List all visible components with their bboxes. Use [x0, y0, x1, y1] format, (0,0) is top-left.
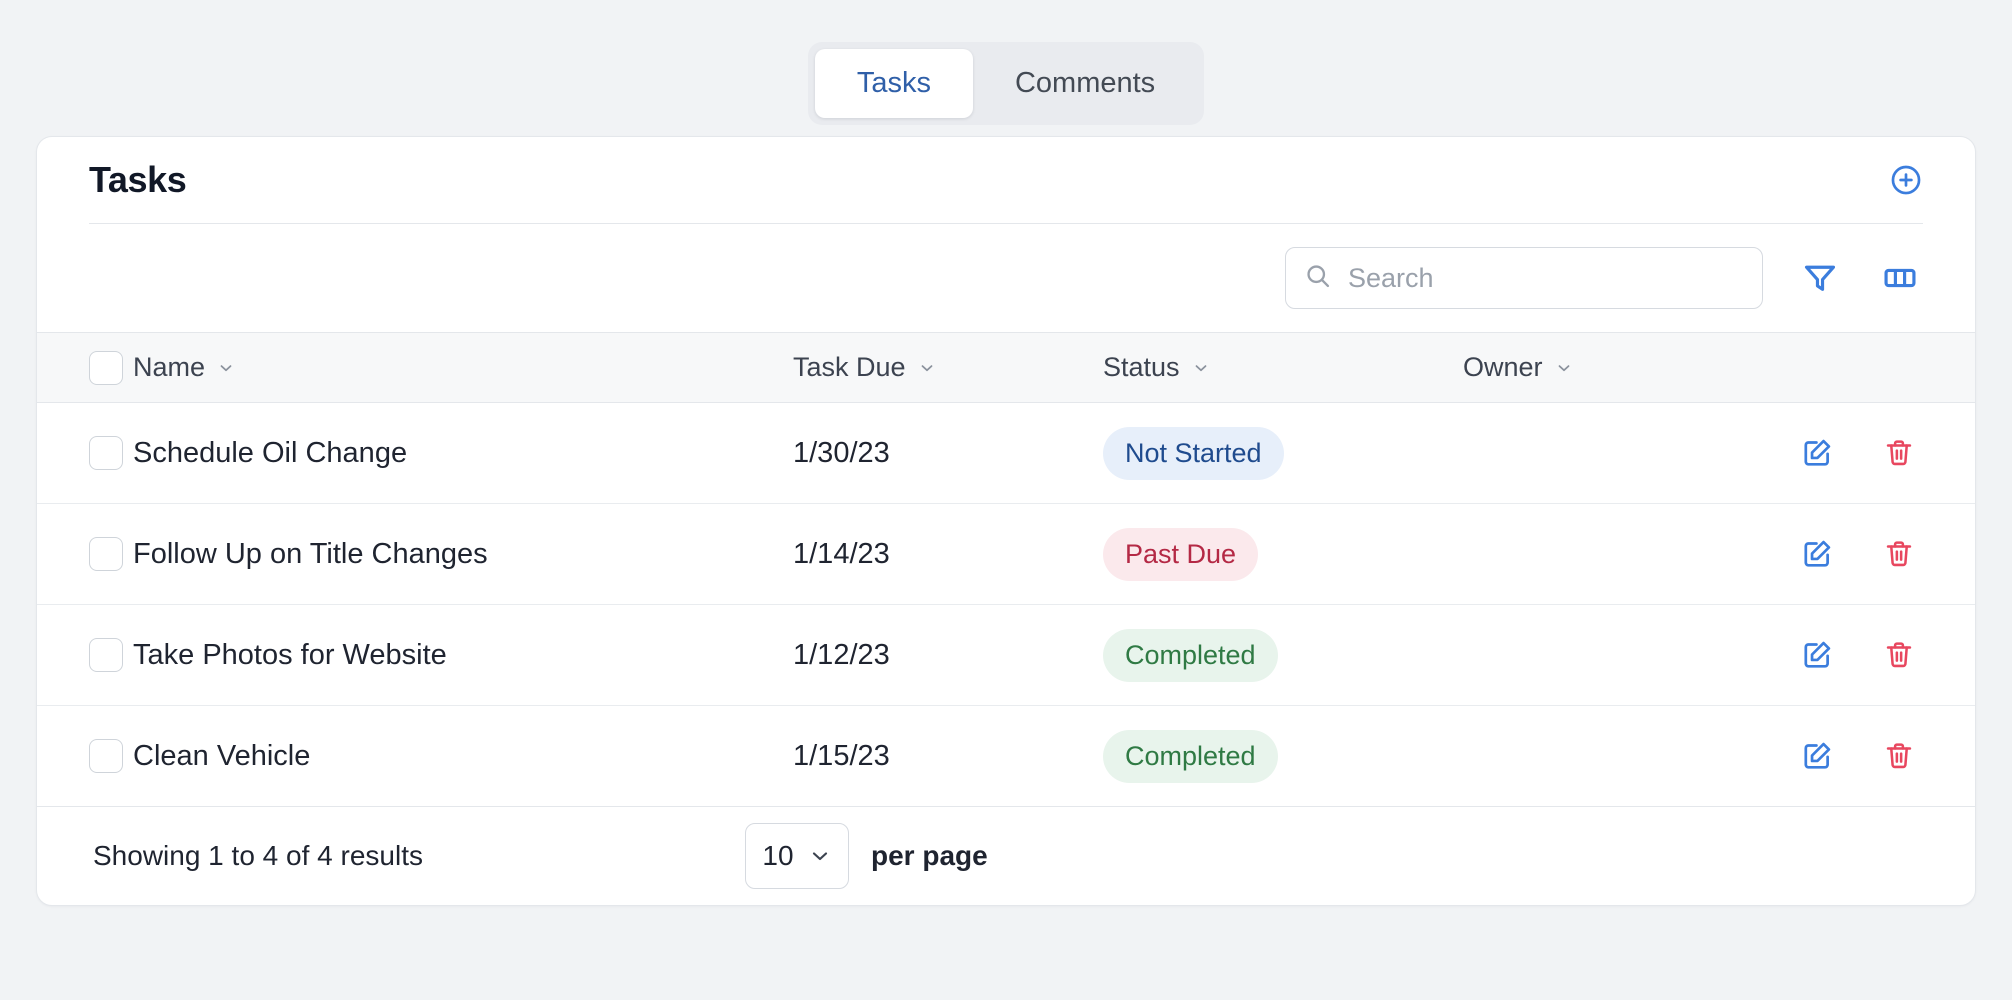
cell-actions — [1783, 403, 1975, 504]
cell-owner — [1463, 706, 1783, 807]
per-page-label: per page — [870, 840, 988, 871]
row-checkbox[interactable] — [89, 638, 123, 672]
row-checkbox[interactable] — [89, 739, 123, 773]
tasks-table: Name Task Due Status — [37, 332, 1975, 807]
edit-icon[interactable] — [1797, 433, 1837, 473]
chevron-down-icon — [812, 852, 827, 861]
per-page-value: 10 — [762, 840, 794, 871]
cell-status: Completed — [1103, 706, 1463, 807]
cell-actions — [1783, 504, 1975, 605]
chevron-down-icon — [1558, 364, 1569, 371]
edit-icon[interactable] — [1797, 635, 1837, 675]
column-header-status[interactable]: Status — [1103, 333, 1463, 403]
column-header-actions — [1783, 333, 1975, 403]
tab-comments[interactable]: Comments — [1014, 67, 1156, 99]
table-footer: Showing 1 to 4 of 4 results 10 per page — [37, 807, 1975, 905]
row-checkbox[interactable] — [89, 436, 123, 470]
cell-name: Follow Up on Title Changes — [133, 537, 488, 570]
cell-task-due: 1/12/23 — [793, 638, 890, 671]
cell-actions — [1783, 706, 1975, 807]
search-input[interactable] — [1346, 261, 1744, 295]
trash-icon[interactable] — [1879, 635, 1919, 675]
filter-icon[interactable] — [1797, 255, 1843, 301]
columns-icon[interactable] — [1877, 255, 1923, 301]
tab-tasks[interactable]: Tasks — [814, 49, 973, 118]
plus-circle-icon[interactable] — [1889, 163, 1923, 197]
search-box[interactable] — [1285, 247, 1763, 309]
trash-icon[interactable] — [1879, 736, 1919, 776]
chevron-down-icon — [1195, 364, 1206, 371]
column-label-owner: Owner — [1463, 352, 1543, 382]
cell-name: Clean Vehicle — [133, 739, 311, 772]
table-row[interactable]: Follow Up on Title Changes 1/14/23 Past Du… — [37, 504, 1975, 605]
table-head: Name Task Due Status — [37, 332, 1975, 403]
table-row[interactable]: Take Photos for Website 1/12/23 Completed — [37, 605, 1975, 706]
status-badge: Past Due — [1103, 527, 1259, 581]
per-page-select[interactable]: 10 — [744, 823, 849, 889]
edit-icon[interactable] — [1797, 736, 1837, 776]
column-header-owner[interactable]: Owner — [1463, 333, 1783, 403]
header-divider — [89, 223, 1923, 224]
cell-owner — [1463, 403, 1783, 504]
row-select-cell — [37, 403, 133, 504]
cell-name: Take Photos for Website — [133, 638, 447, 671]
table-row[interactable]: Clean Vehicle 1/15/23 Completed — [37, 706, 1975, 807]
edit-icon[interactable] — [1797, 534, 1837, 574]
select-all-cell — [37, 333, 133, 403]
tasks-card: Tasks — [36, 136, 1976, 906]
row-select-cell — [37, 706, 133, 807]
cell-status: Past Due — [1103, 504, 1463, 605]
table-body: Schedule Oil Change 1/30/23 Not Started Fol… — [37, 403, 1975, 807]
per-page-control: 10 per page — [744, 823, 988, 889]
column-label-name: Name — [133, 352, 206, 382]
cell-task-due: 1/15/23 — [793, 739, 890, 772]
row-checkbox[interactable] — [89, 537, 123, 571]
search-icon — [1304, 262, 1332, 295]
table-row[interactable]: Schedule Oil Change 1/30/23 Not Started — [37, 403, 1975, 504]
cell-task-due: 1/30/23 — [793, 436, 890, 469]
row-select-cell — [37, 605, 133, 706]
cell-owner — [1463, 605, 1783, 706]
cell-task-due: 1/14/23 — [793, 537, 890, 570]
table-toolbar — [37, 224, 1975, 332]
tab-switcher-container: Tasks Comments — [0, 0, 2012, 125]
status-badge: Not Started — [1103, 426, 1284, 480]
cell-status: Completed — [1103, 605, 1463, 706]
column-label-task-due: Task Due — [793, 352, 906, 382]
cell-name: Schedule Oil Change — [133, 436, 408, 469]
status-badge: Completed — [1103, 628, 1278, 682]
column-header-name[interactable]: Name — [133, 333, 793, 403]
chevron-down-icon — [220, 364, 232, 371]
column-label-status: Status — [1103, 352, 1180, 382]
results-count: Showing 1 to 4 of 4 results — [93, 840, 423, 871]
row-select-cell — [37, 504, 133, 605]
chevron-down-icon — [921, 364, 932, 371]
status-badge: Completed — [1103, 729, 1278, 783]
trash-icon[interactable] — [1879, 534, 1919, 574]
select-all-checkbox[interactable] — [89, 350, 123, 385]
cell-owner — [1463, 504, 1783, 605]
cell-actions — [1783, 605, 1975, 706]
cell-status: Not Started — [1103, 403, 1463, 504]
trash-icon[interactable] — [1879, 433, 1919, 473]
column-header-task-due[interactable]: Task Due — [793, 333, 1103, 403]
page-title: Tasks — [89, 159, 187, 200]
tab-switcher: Tasks Comments — [807, 42, 1205, 125]
table-header-row: Name Task Due Status — [37, 332, 1975, 403]
card-header: Tasks — [37, 137, 1975, 223]
